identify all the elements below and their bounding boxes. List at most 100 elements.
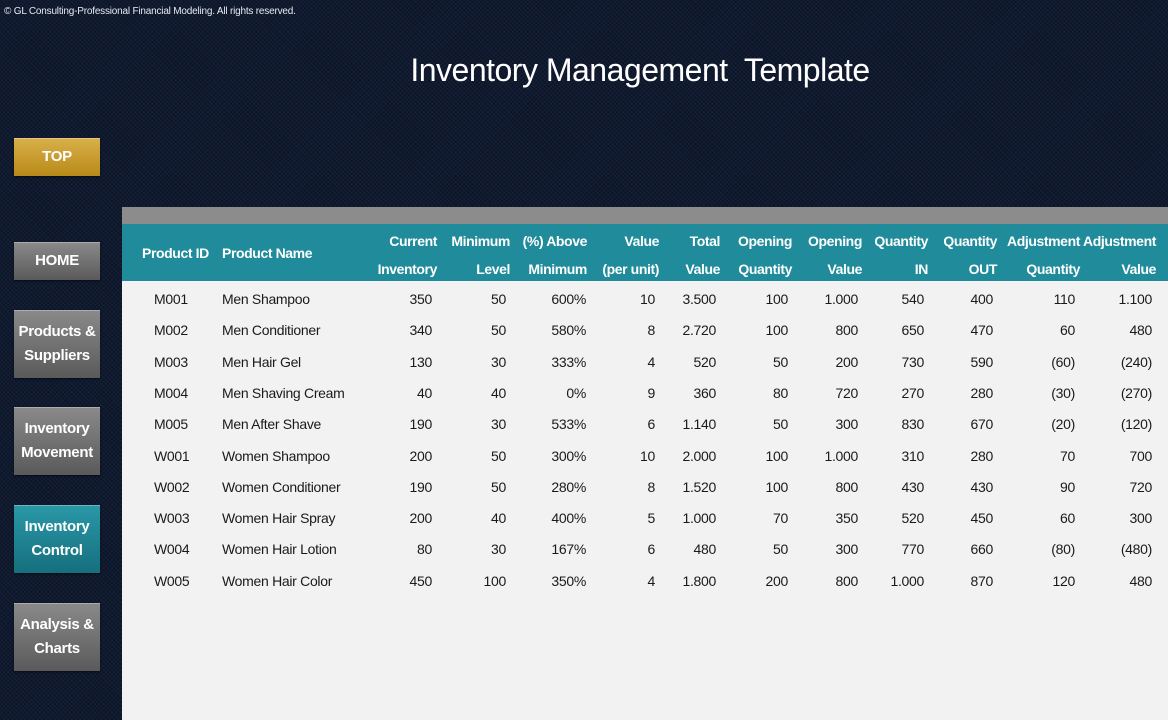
table-cell: 110 — [1053, 291, 1076, 307]
products-suppliers-label-line2: Suppliers — [24, 347, 90, 364]
column-header-line: IN — [914, 261, 929, 277]
home-button[interactable]: HOME — [14, 242, 100, 280]
table-cell: 280% — [551, 478, 586, 495]
table-cell: 4 — [647, 353, 656, 370]
table-cell: 700 — [1129, 447, 1153, 464]
column-header-line: Current — [389, 233, 437, 249]
table-cell: 100 — [765, 291, 789, 307]
table-cell: 480 — [1129, 572, 1153, 589]
table-cell: 540 — [901, 291, 925, 307]
table-top-band — [122, 207, 1168, 224]
table-cell: 340 — [409, 322, 433, 339]
column-header-value-per-unit: Value (per unit) — [602, 227, 659, 283]
table-cell: 670 — [970, 416, 994, 433]
table-cell: Women Shampoo — [222, 447, 330, 464]
table-cell: 1.520 — [682, 478, 716, 495]
table-cell: (240) — [1120, 353, 1152, 370]
table-cell: Women Conditioner — [222, 478, 341, 495]
table-cell: 450 — [970, 510, 994, 527]
table-cell: 50 — [491, 291, 506, 307]
table-cell: M003 — [154, 353, 188, 370]
column-header-line: Value — [624, 233, 659, 249]
page-title: Inventory Management Template — [410, 52, 870, 88]
column-header-adjustment-quantity: Adjustment Quantity — [1007, 227, 1080, 283]
table-cell: 800 — [835, 572, 859, 589]
table-cell: 190 — [409, 478, 433, 495]
table-cell: 80 — [417, 541, 432, 558]
table-cell: M001 — [154, 291, 188, 307]
column-header-line: Adjustment — [1006, 233, 1080, 249]
table-cell: 50 — [773, 416, 788, 433]
table-cell: 6 — [647, 541, 656, 558]
table-cell: W004 — [154, 541, 190, 558]
table-cell: 9 — [647, 384, 656, 401]
table-cell: 300 — [835, 541, 859, 558]
table-cell: 130 — [409, 353, 433, 370]
products-suppliers-button[interactable]: Products & Suppliers — [14, 310, 100, 378]
table-cell: 270 — [901, 384, 925, 401]
column-header-line: (%) Above — [522, 233, 588, 249]
table-cell: 120 — [1052, 572, 1076, 589]
table-cell: 6 — [647, 416, 656, 433]
table-cell: 60 — [1060, 322, 1075, 339]
table-cell: 520 — [901, 510, 925, 527]
column-header-line: Value — [685, 261, 720, 277]
table-cell: M002 — [154, 322, 188, 339]
table-cell: 400% — [551, 510, 586, 527]
table-cell: (20) — [1051, 416, 1075, 433]
column-header-line: Adjustment — [1082, 233, 1156, 249]
table-cell: 360 — [693, 384, 717, 401]
table-cell: 660 — [970, 541, 994, 558]
table-cell: 200 — [765, 572, 789, 589]
table-cell: 333% — [551, 353, 586, 370]
table-cell: 1.000 — [824, 447, 858, 464]
column-header-line: (per unit) — [602, 261, 659, 277]
column-header-line: Quantity — [738, 261, 792, 277]
table-cell: 30 — [491, 416, 506, 433]
table-cell: 480 — [1129, 322, 1153, 339]
table-cell: 400 — [970, 291, 994, 307]
table-cell: Men Shaving Cream — [222, 384, 345, 401]
table-cell: 720 — [1129, 478, 1153, 495]
table-cell: 190 — [409, 416, 433, 433]
table-cell: 50 — [491, 478, 506, 495]
analysis-charts-button[interactable]: Analysis & Charts — [14, 603, 100, 671]
table-cell: (30) — [1051, 384, 1075, 401]
table-cell: 350 — [409, 291, 433, 307]
table-cell: 480 — [693, 541, 717, 558]
table-cell: 30 — [491, 541, 506, 558]
table-cell: 800 — [835, 478, 859, 495]
table-cell: 520 — [693, 353, 717, 370]
table-cell: 40 — [491, 384, 506, 401]
table-cell: 1.800 — [682, 572, 716, 589]
table-cell: 2.000 — [682, 447, 716, 464]
table-cell: 200 — [409, 510, 433, 527]
table-cell: 300% — [551, 447, 586, 464]
table-cell: M005 — [154, 416, 188, 433]
column-header-line: Quantity — [874, 233, 928, 249]
top-button[interactable]: TOP — [14, 138, 100, 176]
inventory-movement-button[interactable]: Inventory Movement — [14, 407, 100, 475]
inventory-control-button[interactable]: Inventory Control — [14, 505, 100, 573]
table-cell: 50 — [491, 447, 506, 464]
table-cell: Men Hair Gel — [222, 353, 301, 370]
table-cell: 1.140 — [682, 416, 716, 433]
table-cell: 533% — [551, 416, 586, 433]
column-header-quantity-in: Quantity IN — [874, 227, 928, 283]
column-header-line: Quantity — [943, 233, 997, 249]
table-cell: Men After Shave — [222, 416, 322, 433]
table-cell: 8 — [647, 322, 656, 339]
table-cell: 3.500 — [682, 291, 716, 307]
table-cell: (480) — [1120, 541, 1152, 558]
table-cell: 80 — [773, 384, 788, 401]
table-cell: 100 — [765, 447, 789, 464]
table-cell: W001 — [154, 447, 190, 464]
table-cell: 830 — [901, 416, 925, 433]
table-cell: 90 — [1060, 478, 1075, 495]
column-header-product-id: Product ID — [142, 239, 209, 267]
home-button-label: HOME — [35, 252, 79, 269]
table-cell: 8 — [647, 478, 656, 495]
copyright-text: © GL Consulting-Professional Financial M… — [4, 6, 296, 17]
table-cell: 470 — [970, 322, 994, 339]
table-cell: 40 — [491, 510, 506, 527]
